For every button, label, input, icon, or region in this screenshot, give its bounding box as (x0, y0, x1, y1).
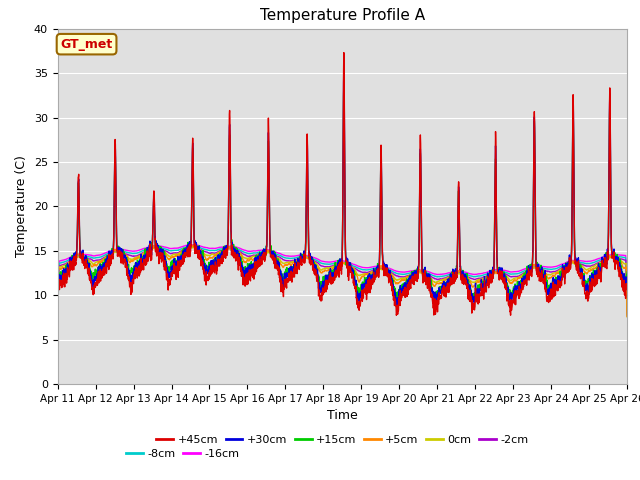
+5cm (54, 315, 61, 321)
+5cm (372, 267, 380, 273)
0cm (54, 317, 61, 323)
+45cm (54, 274, 61, 280)
+45cm (623, 286, 631, 291)
Line: +30cm: +30cm (58, 67, 627, 307)
Line: +45cm: +45cm (58, 53, 627, 315)
+5cm (573, 262, 581, 268)
+5cm (508, 280, 516, 286)
+5cm (623, 313, 631, 319)
0cm (372, 267, 380, 273)
-8cm (623, 312, 631, 318)
0cm (508, 277, 516, 283)
Title: Temperature Profile A: Temperature Profile A (260, 9, 425, 24)
+30cm (359, 286, 367, 291)
-2cm (508, 274, 516, 279)
-16cm (213, 245, 221, 251)
+30cm (509, 292, 516, 298)
0cm (623, 314, 631, 320)
+45cm (392, 312, 400, 318)
+15cm (359, 279, 367, 285)
-8cm (54, 315, 61, 321)
+30cm (623, 279, 631, 285)
-16cm (190, 242, 198, 248)
+15cm (340, 81, 348, 86)
+45cm (340, 50, 348, 56)
-16cm (359, 264, 367, 270)
+30cm (430, 304, 438, 310)
-2cm (213, 250, 221, 255)
+30cm (340, 64, 348, 70)
+15cm (54, 270, 61, 276)
Line: -8cm: -8cm (58, 246, 627, 318)
-8cm (573, 259, 581, 265)
+5cm (589, 266, 596, 272)
X-axis label: Time: Time (327, 409, 358, 422)
+15cm (573, 265, 581, 271)
+15cm (212, 258, 220, 264)
-16cm (573, 258, 581, 264)
-8cm (589, 260, 596, 265)
+5cm (359, 274, 367, 279)
+45cm (372, 273, 380, 278)
0cm (213, 251, 221, 256)
-8cm (190, 243, 198, 249)
-16cm (54, 313, 61, 319)
+30cm (573, 256, 581, 262)
Line: +5cm: +5cm (58, 245, 627, 318)
Text: GT_met: GT_met (60, 37, 113, 51)
0cm (573, 261, 581, 266)
+30cm (212, 265, 220, 271)
+15cm (468, 298, 476, 304)
+5cm (190, 242, 198, 248)
Line: +15cm: +15cm (58, 84, 627, 301)
Y-axis label: Temperature (C): Temperature (C) (15, 156, 28, 257)
+45cm (509, 299, 516, 304)
+5cm (213, 252, 221, 257)
-2cm (589, 262, 596, 268)
Line: -2cm: -2cm (58, 247, 627, 319)
Line: -16cm: -16cm (58, 245, 627, 316)
-16cm (623, 310, 631, 315)
+30cm (589, 274, 597, 279)
-2cm (191, 244, 198, 250)
-2cm (372, 266, 380, 272)
+15cm (372, 266, 380, 272)
-16cm (508, 269, 516, 275)
+30cm (54, 270, 61, 276)
+30cm (372, 269, 380, 275)
-2cm (573, 260, 581, 266)
+45cm (359, 292, 367, 298)
+45cm (212, 271, 220, 277)
-16cm (589, 258, 596, 264)
+15cm (589, 272, 597, 278)
-2cm (54, 316, 61, 322)
-2cm (359, 270, 367, 276)
Legend: -8cm, -16cm: -8cm, -16cm (122, 444, 244, 464)
+15cm (509, 288, 516, 294)
-8cm (213, 247, 221, 253)
-8cm (508, 271, 516, 277)
Line: 0cm: 0cm (58, 247, 627, 320)
0cm (190, 244, 198, 250)
0cm (359, 272, 367, 277)
+45cm (573, 260, 581, 265)
0cm (589, 264, 596, 269)
-2cm (623, 313, 631, 319)
+15cm (623, 269, 631, 275)
-8cm (372, 265, 380, 271)
-16cm (372, 264, 380, 269)
+45cm (589, 279, 597, 285)
-8cm (359, 267, 367, 273)
